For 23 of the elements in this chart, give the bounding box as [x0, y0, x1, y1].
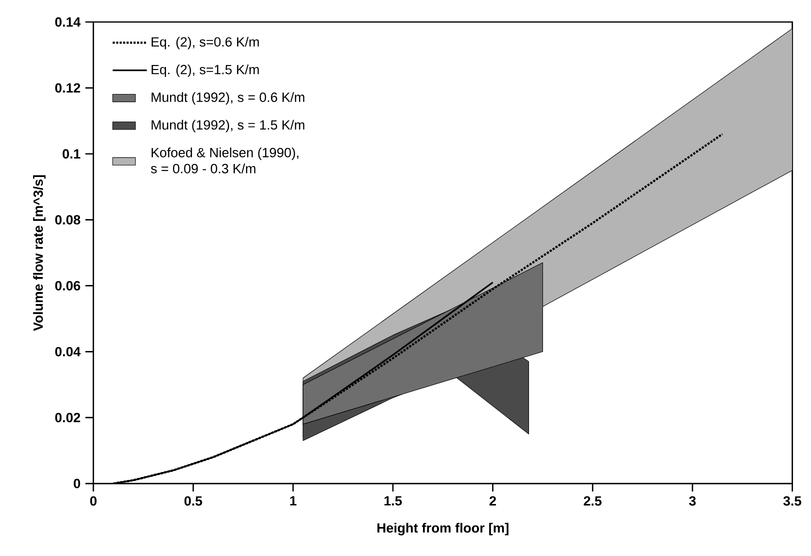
x-tick-label: 1: [290, 496, 296, 506]
x-tick-label: 0: [90, 496, 97, 506]
x-tick-label: 3.5: [783, 496, 802, 506]
legend-label: Kofoed & Nielsen (1990), s = 0.09 - 0.3 K/m: [150, 148, 298, 174]
x-axis-title: Height from floor [m]: [377, 523, 508, 536]
y-tick-label: 0.02: [55, 413, 80, 423]
x-tick-label: 2.5: [584, 496, 602, 506]
y-tick-label: 0.14: [55, 18, 81, 27]
x-tick-label: 0.5: [184, 496, 202, 506]
y-tick-label: 0.08: [55, 215, 80, 225]
y-tick-label: 0: [74, 479, 80, 488]
legend-label: Eq. (2), s=1.5 K/m: [152, 64, 259, 78]
x-tick-label: 1.5: [384, 496, 402, 506]
y-tick-label: 0.06: [55, 281, 80, 291]
y-tick-label: 0.1: [62, 149, 80, 159]
x-tick-label: 3: [689, 496, 696, 506]
legend-label: Eq. (2), s=0.6 K/m: [152, 37, 259, 50]
y-tick-label: 0.12: [55, 83, 80, 93]
y-tick-label: 0.04: [55, 347, 81, 357]
legend-label: Mundt (1992), s = 1.5 K/m: [152, 120, 304, 132]
x-tick-label: 2: [490, 496, 496, 506]
legend-label: Mundt (1992), s = 0.6 K/m: [152, 92, 304, 105]
y-axis-title: Volume flow rate [m^3/s]: [33, 175, 46, 332]
